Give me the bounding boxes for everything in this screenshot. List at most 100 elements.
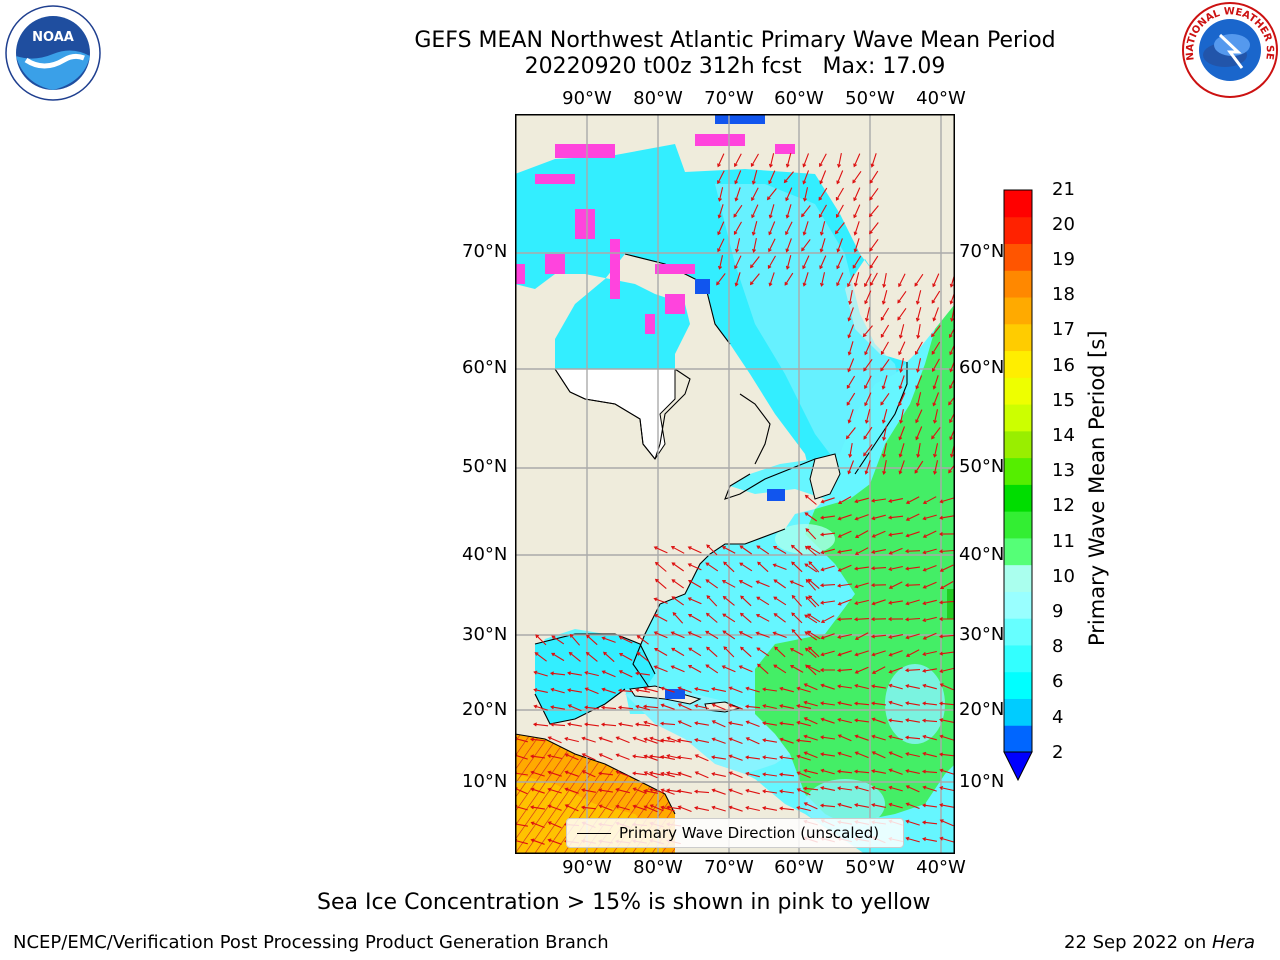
wave-arrow (734, 238, 741, 253)
wave-arrow (717, 204, 724, 219)
wave-arrow (734, 272, 741, 287)
wave-arrow (711, 805, 726, 812)
wave-arrow (756, 596, 770, 606)
wave-arrow (711, 772, 726, 777)
wave-arrow (905, 836, 920, 843)
wave-arrow (804, 614, 818, 624)
wave-arrow (915, 409, 923, 424)
wave-arrow (734, 170, 742, 185)
wave-arrow (615, 753, 630, 761)
colorbar-tick-label: 12 (1052, 495, 1075, 516)
wave-arrow (773, 596, 787, 606)
wave-arrow (694, 754, 709, 762)
wave-arrow (653, 631, 668, 639)
wave-arrow (880, 324, 890, 338)
wave-arrow (728, 754, 743, 761)
wave-arrow (916, 324, 921, 339)
wave-arrow (888, 547, 903, 555)
colorbar-segment (1004, 190, 1032, 218)
wave-arrow (533, 670, 548, 677)
wave-arrow (796, 686, 811, 693)
colorbar-segment (1004, 698, 1032, 726)
wave-arrow (837, 549, 852, 554)
wave-arrow (922, 548, 937, 555)
wave-arrow (864, 375, 872, 390)
wave-arrow (584, 722, 599, 727)
wave-arrow (653, 647, 668, 656)
wave-arrow (687, 597, 702, 605)
wave-arrow (904, 617, 921, 622)
colorbar-tick-label: 15 (1052, 390, 1075, 411)
wave-arrow (581, 788, 597, 793)
wave-arrow (854, 803, 870, 808)
wave-arrow (853, 221, 860, 236)
wave-arrow (581, 753, 596, 761)
wave-arrow (837, 514, 852, 521)
wave-arrow (551, 635, 565, 645)
wave-arrow (670, 631, 685, 639)
wave-arrow (635, 671, 650, 676)
wave-arrow (632, 754, 647, 759)
wave-arrow (739, 612, 752, 624)
wave-arrow (871, 549, 887, 554)
wave-arrow (818, 204, 827, 219)
wave-arrow (939, 819, 954, 827)
wave-arrow (779, 806, 794, 811)
wave-arrow (938, 532, 955, 537)
wave-arrow (922, 581, 937, 589)
wave-arrow (932, 375, 939, 390)
wave-arrow (643, 771, 658, 779)
wave-arrow (922, 599, 937, 606)
wave-arrow (693, 789, 710, 794)
wave-arrow (837, 583, 852, 588)
colorbar-segment (1004, 537, 1032, 566)
colorbar-segment (1004, 270, 1032, 298)
wave-arrow (939, 581, 954, 590)
wave-arrow (845, 427, 856, 440)
colorbar-tick-label: 11 (1052, 531, 1075, 552)
colorbar-segment (1004, 618, 1032, 646)
wave-arrow (871, 666, 886, 674)
wave-arrow (905, 496, 920, 504)
wave-arrow (717, 153, 725, 168)
colorbar-tick-label: 13 (1052, 460, 1075, 481)
wave-arrow (752, 237, 757, 253)
wave-arrow (728, 703, 743, 710)
wave-arrow (837, 152, 842, 168)
wave-arrow (837, 717, 852, 724)
wave-arrow (711, 788, 726, 795)
wave-arrow (694, 771, 709, 779)
lat-label-left: 40°N (462, 544, 508, 565)
colorbar-tick-label: 17 (1052, 319, 1075, 340)
map-legend: Primary Wave Direction (unscaled) (566, 818, 904, 848)
wave-arrow (863, 358, 873, 372)
lat-label-right: 20°N (959, 699, 1005, 720)
wave-arrow (711, 737, 726, 744)
wave-arrow (671, 562, 685, 572)
wave-arrow (922, 837, 938, 842)
wave-arrow (939, 718, 955, 723)
wave-arrow (804, 647, 817, 659)
wave-arrow (853, 272, 860, 287)
wave-arrow (837, 598, 852, 606)
wave-arrow (564, 736, 579, 743)
lon-label-top: 40°W (916, 88, 966, 109)
wave-arrow (532, 722, 549, 727)
wave-arrow (904, 735, 921, 740)
wave-arrow (762, 806, 778, 811)
wave-arrow (659, 721, 676, 726)
wave-arrow (888, 734, 903, 741)
wave-arrow (922, 564, 937, 572)
wave-arrow (615, 736, 630, 744)
wave-arrow (864, 409, 871, 424)
wave-arrow (584, 705, 599, 710)
wave-arrow (807, 545, 821, 555)
wave-arrow (888, 667, 903, 674)
wave-arrow (618, 722, 633, 727)
colorbar-segment (1004, 644, 1032, 673)
wave-arrow (905, 769, 920, 774)
wave-arrow (785, 187, 793, 202)
wave-arrow (779, 789, 794, 794)
wave-arrow (635, 688, 650, 693)
wave-arrow (922, 668, 937, 673)
